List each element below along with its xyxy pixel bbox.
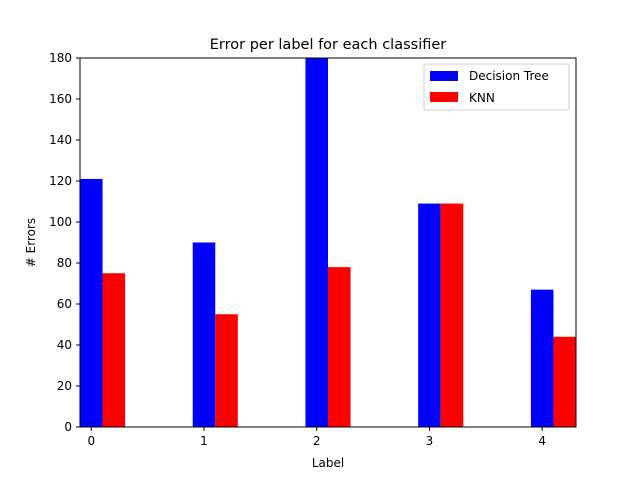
chart-title: Error per label for each classifier bbox=[210, 37, 447, 53]
legend-box bbox=[423, 63, 570, 111]
y-tick-label: 60 bbox=[57, 297, 72, 311]
bar-decision-tree-label-3 bbox=[418, 203, 441, 427]
bar-knn-label-4 bbox=[553, 336, 576, 427]
x-tick-label: 1 bbox=[200, 434, 208, 448]
x-axis-label: Label bbox=[312, 456, 344, 470]
bars-layer bbox=[80, 58, 576, 427]
legend-label-decision-tree: Decision Tree bbox=[469, 69, 549, 83]
y-tick-label: 140 bbox=[49, 133, 72, 147]
plot-frame bbox=[79, 57, 577, 428]
y-tick-label: 100 bbox=[49, 215, 72, 229]
y-axis-label: # Errors bbox=[24, 218, 38, 267]
y-axis-ticks: 0 20 40 60 80 100 120 140 160 180 bbox=[49, 51, 80, 434]
legend-swatch-knn bbox=[430, 92, 458, 102]
bar-knn-label-0 bbox=[102, 273, 126, 427]
axes-layer bbox=[79, 57, 577, 428]
bar-knn-label-3 bbox=[440, 203, 464, 427]
y-tick-label: 20 bbox=[57, 379, 72, 393]
x-tick-label: 4 bbox=[538, 434, 546, 448]
x-axis-ticks: 0 1 2 3 4 bbox=[87, 427, 546, 448]
y-tick-label: 0 bbox=[64, 420, 72, 434]
bar-decision-tree-label-0 bbox=[80, 178, 103, 427]
bar-knn-label-1 bbox=[215, 314, 238, 427]
y-tick-label: 40 bbox=[57, 338, 72, 352]
bar-knn-label-2 bbox=[328, 267, 351, 427]
y-tick-label: 120 bbox=[49, 174, 72, 188]
bar-decision-tree-label-1 bbox=[192, 242, 216, 427]
y-tick-label: 180 bbox=[49, 51, 72, 65]
bar-decision-tree-label-2 bbox=[305, 58, 328, 427]
x-tick-label: 2 bbox=[313, 434, 321, 448]
x-tick-label: 3 bbox=[426, 434, 434, 448]
x-tick-label: 0 bbox=[87, 434, 95, 448]
legend-swatch-decision-tree bbox=[430, 71, 458, 81]
y-tick-label: 160 bbox=[49, 92, 72, 106]
bar-decision-tree-label-4 bbox=[530, 289, 554, 427]
legend-label-knn: KNN bbox=[469, 91, 495, 105]
legend: Decision Tree KNN bbox=[423, 63, 570, 111]
y-tick-label: 80 bbox=[57, 256, 72, 270]
